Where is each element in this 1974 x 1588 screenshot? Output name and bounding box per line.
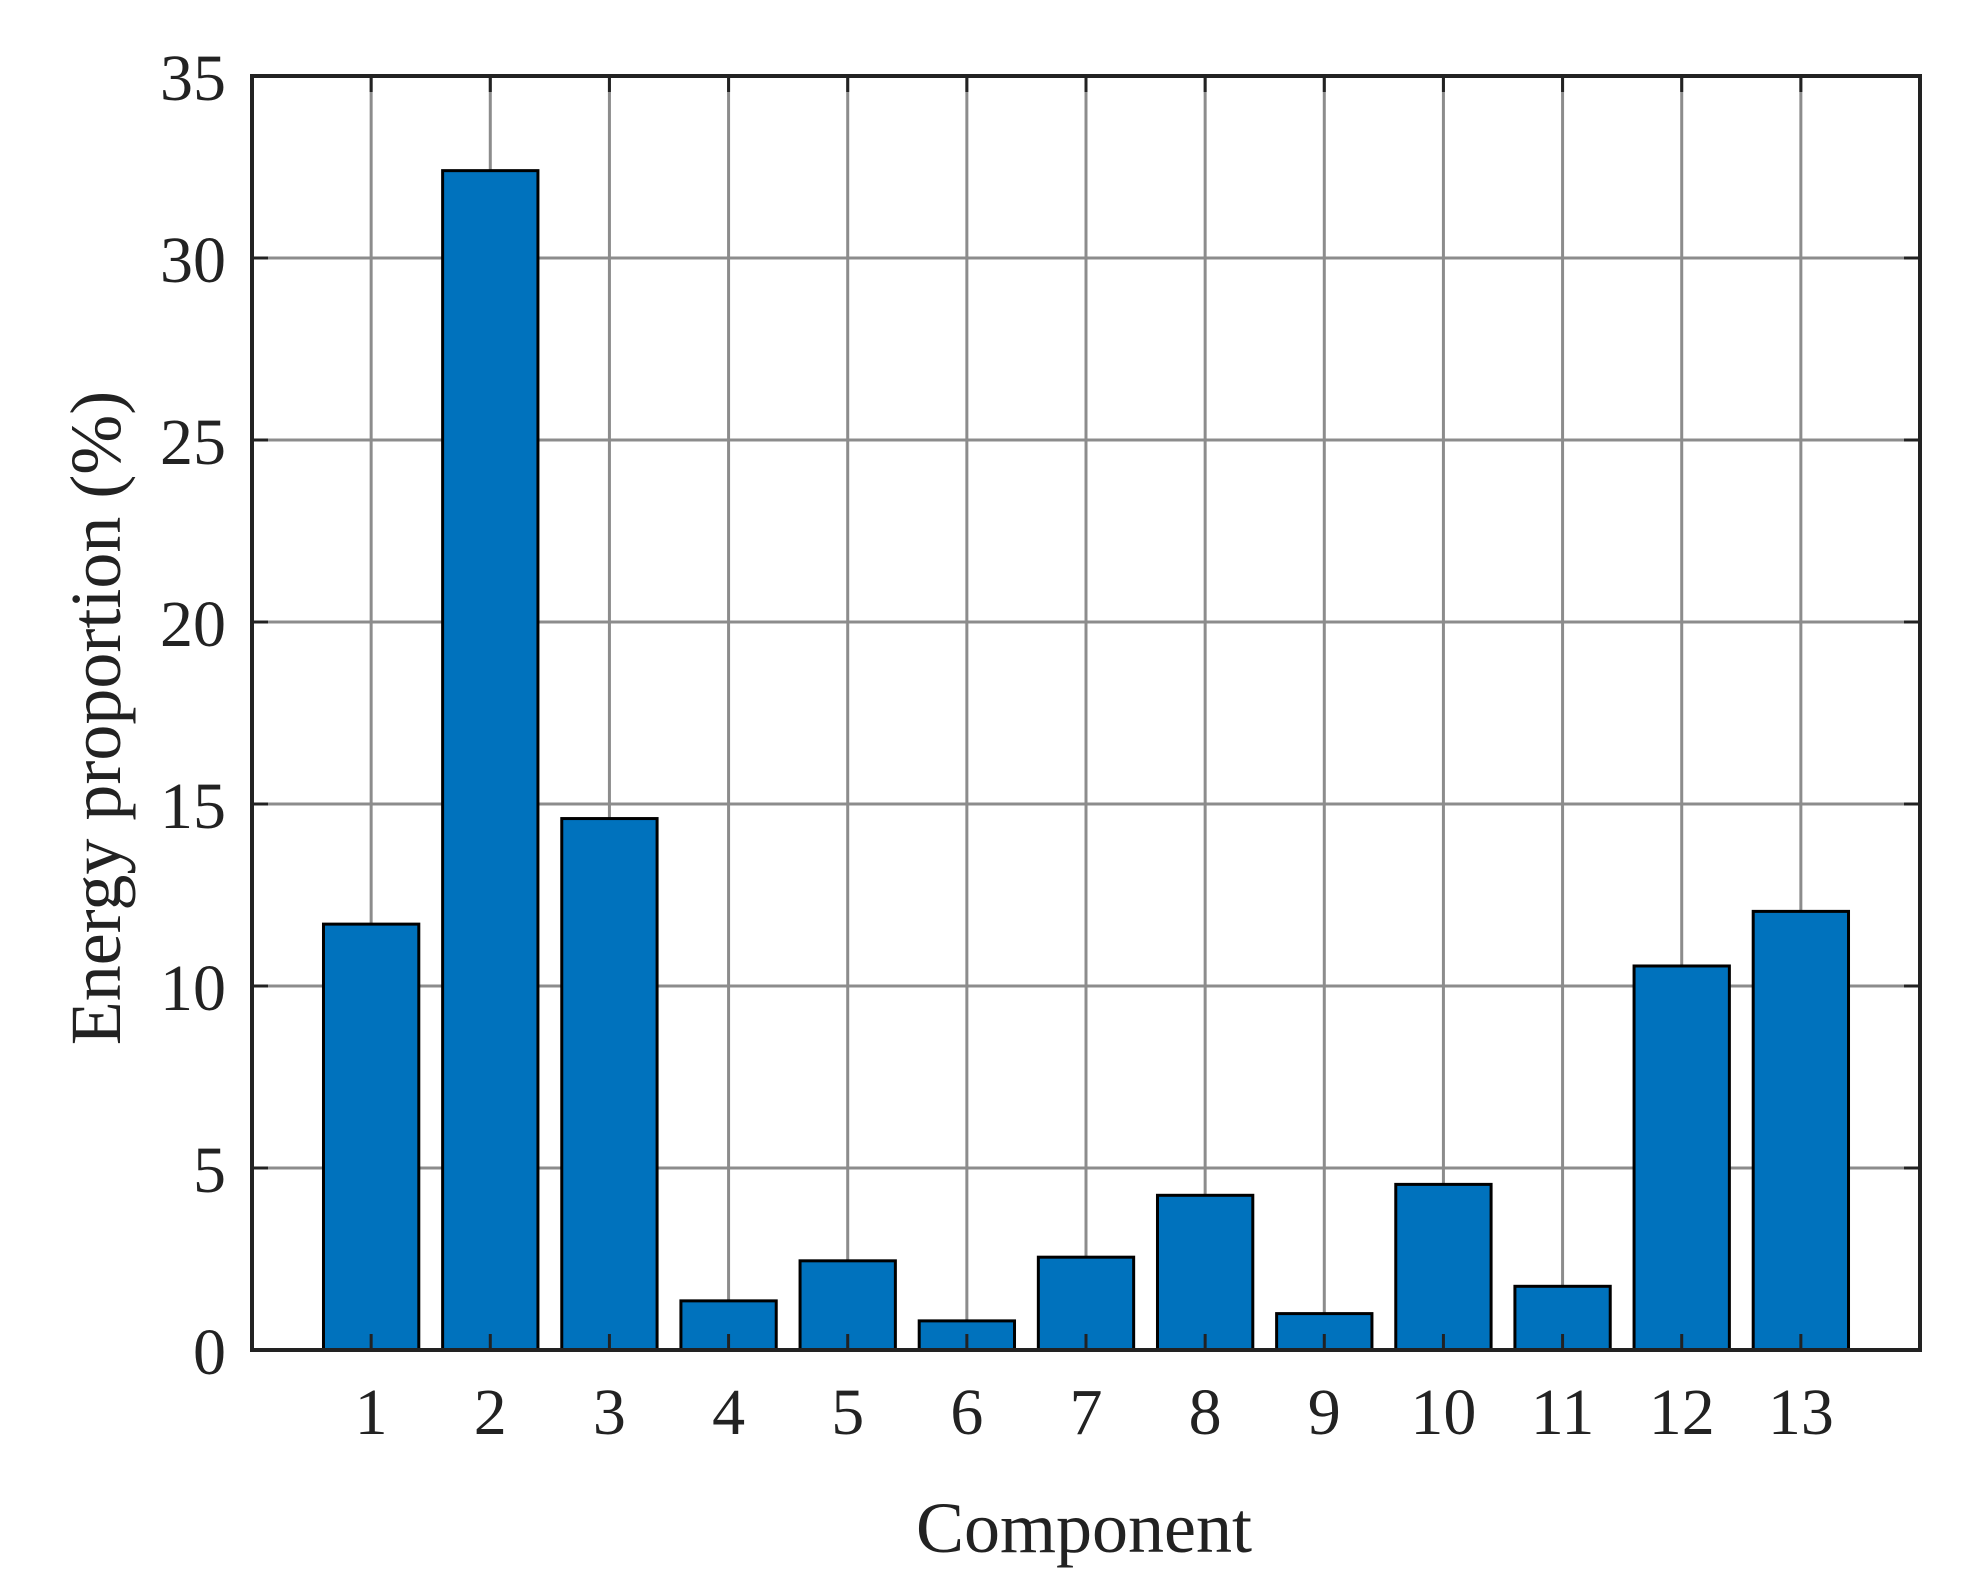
x-tick-label: 12 bbox=[1649, 1376, 1715, 1449]
x-tick-label: 11 bbox=[1531, 1376, 1595, 1449]
x-tick-label: 9 bbox=[1308, 1376, 1341, 1449]
x-tick-label: 1 bbox=[355, 1376, 388, 1449]
y-tick-label: 20 bbox=[160, 588, 226, 661]
bar-2 bbox=[441, 169, 540, 1352]
x-tick-label: 2 bbox=[474, 1376, 507, 1449]
x-tick-label: 7 bbox=[1070, 1376, 1103, 1449]
x-tick-label: 4 bbox=[712, 1376, 745, 1449]
axes bbox=[250, 74, 1922, 1352]
bar-13 bbox=[1751, 909, 1851, 1352]
bar-9 bbox=[1275, 1312, 1374, 1352]
bar-10 bbox=[1394, 1182, 1493, 1352]
y-tick-label: 10 bbox=[160, 952, 226, 1025]
bars bbox=[321, 169, 1851, 1352]
y-tick-label: 25 bbox=[160, 406, 226, 479]
x-tick-label: 5 bbox=[831, 1376, 864, 1449]
y-tick-label: 35 bbox=[160, 42, 226, 115]
grid-lines bbox=[252, 76, 1920, 1350]
bar-12 bbox=[1632, 964, 1731, 1352]
x-tick-label: 8 bbox=[1189, 1376, 1222, 1449]
x-tick-label: 3 bbox=[593, 1376, 626, 1449]
x-tick-label: 10 bbox=[1410, 1376, 1476, 1449]
y-tick-label: 5 bbox=[193, 1134, 226, 1207]
y-tick-label: 15 bbox=[160, 770, 226, 843]
y-tick-label: 30 bbox=[160, 224, 226, 297]
y-tick-label: 0 bbox=[193, 1316, 226, 1389]
x-tick-label: 6 bbox=[950, 1376, 983, 1449]
bar-8 bbox=[1155, 1193, 1255, 1352]
y-axis-label: Energy proportion (%) bbox=[56, 391, 136, 1046]
x-tick-label: 13 bbox=[1768, 1376, 1834, 1449]
x-axis-label: Component bbox=[916, 1488, 1252, 1568]
bar-1 bbox=[321, 922, 421, 1352]
bar-3 bbox=[560, 817, 659, 1352]
